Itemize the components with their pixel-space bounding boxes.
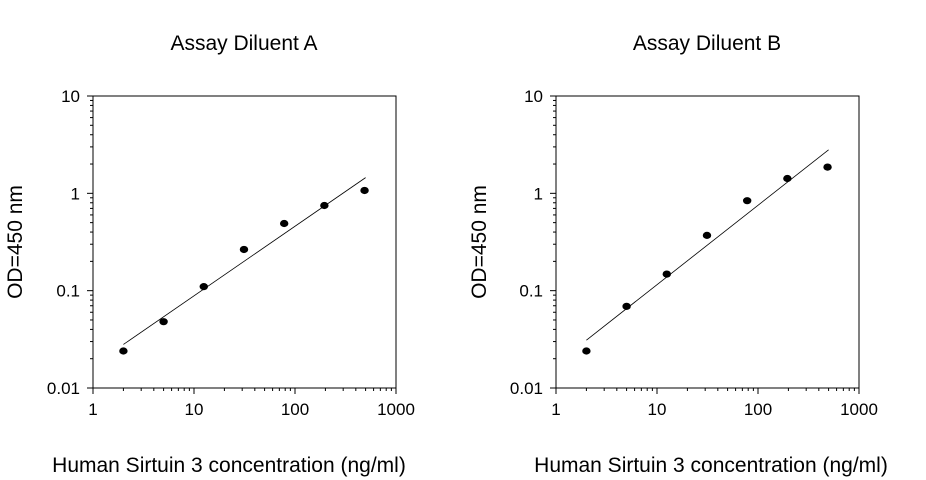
data-point <box>159 318 168 326</box>
chart-title: Assay Diluent B <box>633 32 781 55</box>
plot-frame <box>92 95 397 389</box>
y-tick-label: 0.1 <box>56 282 80 301</box>
y-axis-label: OD=450 nm <box>468 185 491 299</box>
fit-line <box>586 149 829 341</box>
y-tick-label: 10 <box>61 87 80 106</box>
x-tick-label: 10 <box>185 400 204 419</box>
y-tick-label: 1 <box>534 184 543 203</box>
data-point <box>662 270 671 278</box>
x-axis-label: Human Sirtuin 3 concentration (ng/ml) <box>52 454 406 477</box>
x-tick-label: 100 <box>744 400 772 419</box>
data-point <box>320 201 329 210</box>
chart-panel-1: Assay Diluent A 1 10 100 1000 0.01 0.1 1 10 Human… <box>4 32 415 477</box>
data-point <box>360 186 369 195</box>
x-tick-label: 1 <box>551 400 560 419</box>
x-tick-label: 1 <box>88 400 97 419</box>
fit-line <box>123 177 366 345</box>
data-point <box>622 302 631 310</box>
data-point <box>582 347 591 355</box>
y-tick-label: 0.01 <box>47 379 80 398</box>
data-point <box>239 245 249 254</box>
y-tick-label: 1 <box>71 184 80 203</box>
chart-title: Assay Diluent A <box>170 32 317 55</box>
y-tick-label: 10 <box>524 87 543 106</box>
data-point <box>742 197 752 205</box>
data-point <box>199 283 208 291</box>
x-tick-label: 1000 <box>840 400 878 419</box>
y-tick-label: 0.1 <box>519 282 543 301</box>
data-point <box>823 163 832 171</box>
data-point <box>702 231 712 239</box>
y-tick-label: 0.01 <box>510 379 543 398</box>
x-tick-label: 100 <box>281 400 309 419</box>
y-axis-label: OD=450 nm <box>4 185 27 299</box>
x-tick-label: 1000 <box>377 400 415 419</box>
data-point <box>783 174 792 183</box>
data-point <box>119 347 128 355</box>
x-axis-label: Human Sirtuin 3 concentration (ng/ml) <box>534 454 888 477</box>
x-tick-label: 10 <box>648 400 667 419</box>
data-point <box>279 219 289 228</box>
plot-frame <box>555 95 860 389</box>
chart-panel-2: Assay Diluent B 1 10 100 1000 0.01 0.1 1 10 Human… <box>468 32 888 477</box>
